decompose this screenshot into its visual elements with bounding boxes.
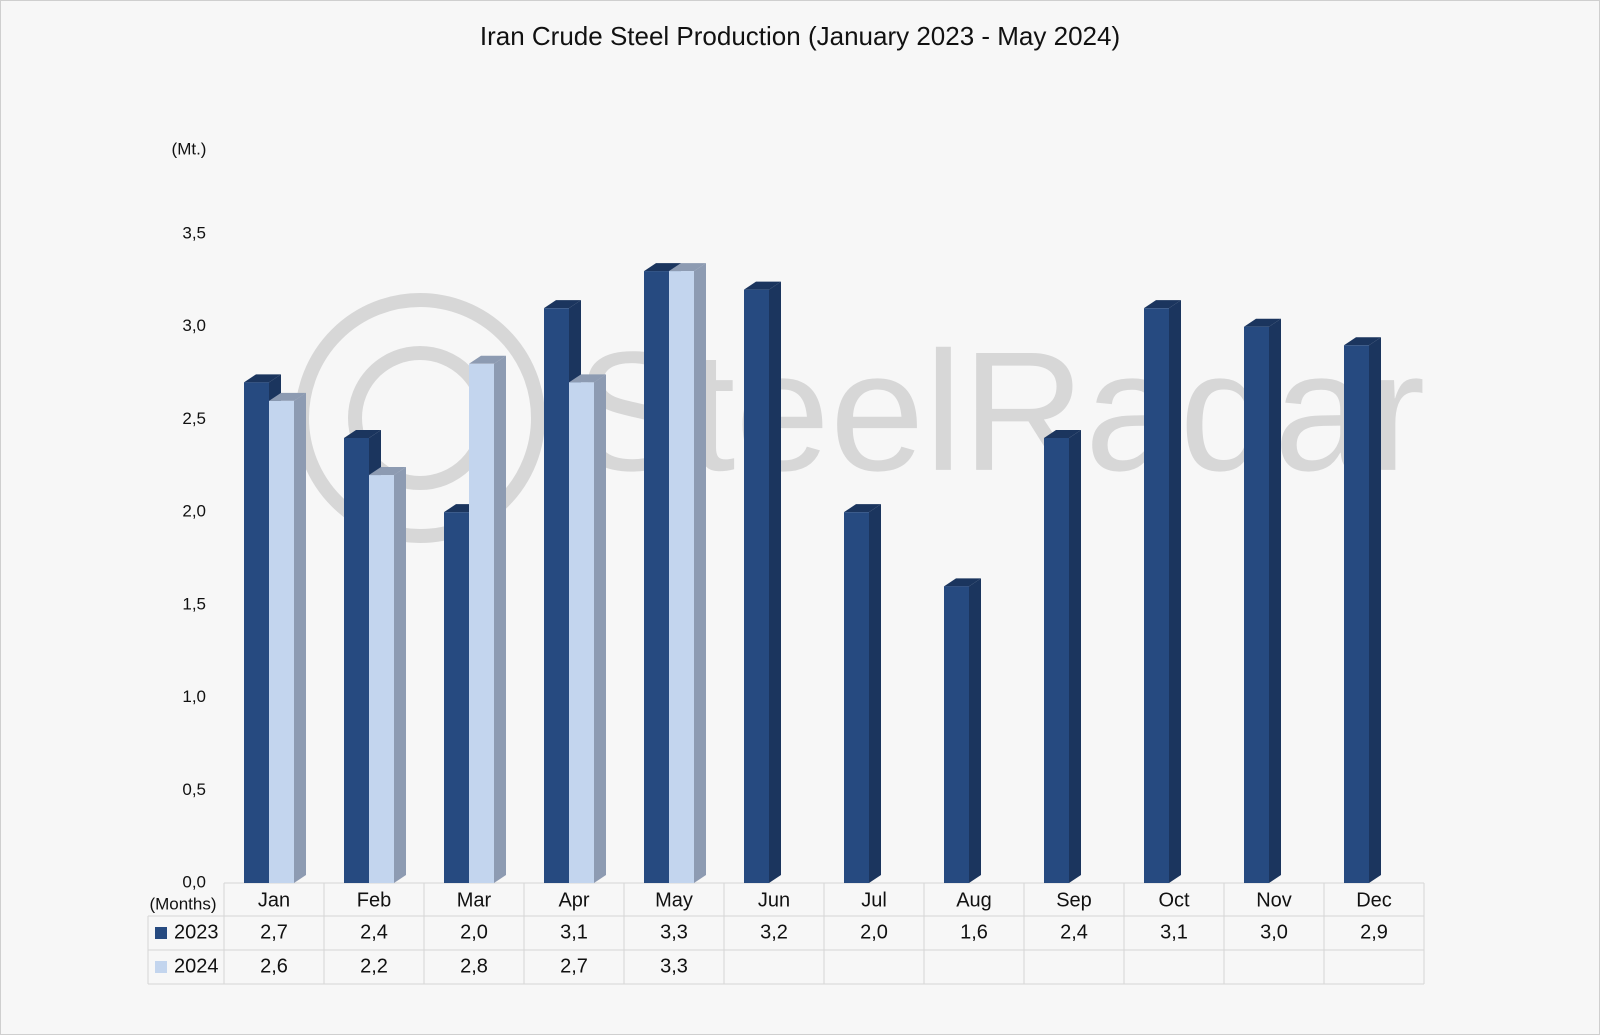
table-value: 3,2 — [760, 921, 788, 943]
bar-top — [469, 355, 506, 364]
bar-top — [1144, 300, 1181, 309]
table-value: 2,7 — [260, 921, 288, 943]
table-value: 2,2 — [360, 955, 388, 977]
table-value: 2,4 — [360, 921, 388, 943]
x-tick-label: Feb — [357, 889, 391, 911]
x-axis-label: (Months) — [149, 894, 216, 913]
table-value: 2,8 — [460, 955, 488, 977]
y-tick-label: 3,0 — [182, 316, 206, 335]
x-tick-label: Jan — [258, 889, 290, 911]
bar — [644, 271, 669, 884]
bar — [1244, 326, 1269, 883]
bar — [344, 437, 369, 883]
bar — [1044, 437, 1069, 883]
bar — [544, 308, 569, 884]
x-tick-label: Oct — [1158, 889, 1190, 911]
table-value: 2,7 — [560, 955, 588, 977]
bar-top — [1044, 429, 1081, 438]
table-value: 3,1 — [1160, 921, 1188, 943]
table-value: 1,6 — [960, 921, 988, 943]
bar — [844, 512, 869, 883]
x-tick-label: Sep — [1056, 889, 1092, 911]
bar-side — [969, 578, 981, 883]
bar — [744, 289, 769, 884]
x-tick-label: Apr — [558, 889, 589, 911]
bar-side — [694, 263, 706, 884]
y-tick-label: 0,0 — [182, 872, 206, 891]
bar-side — [1369, 337, 1381, 883]
watermark: SteelRadar — [575, 317, 1426, 507]
bar-top — [644, 263, 681, 272]
x-tick-label: Aug — [956, 889, 992, 911]
bar-side — [1169, 300, 1181, 884]
table-value: 2,9 — [1360, 921, 1388, 943]
y-axis-label: (Mt.) — [172, 139, 207, 158]
bar — [669, 271, 694, 884]
x-tick-label: May — [655, 889, 693, 911]
bar — [569, 382, 594, 883]
bar-top — [944, 578, 981, 587]
bar-side — [294, 392, 306, 883]
y-tick-label: 2,0 — [182, 502, 206, 521]
bar-side — [594, 374, 606, 883]
legend-swatch — [155, 961, 167, 973]
bar-top — [1344, 337, 1381, 346]
chart-title: Iran Crude Steel Production (January 202… — [480, 21, 1120, 51]
bar — [1144, 308, 1169, 884]
bar-top — [544, 300, 581, 309]
bar-side — [494, 355, 506, 883]
bar — [269, 400, 294, 883]
bar-top — [269, 392, 306, 401]
x-tick-label: Jul — [861, 889, 887, 911]
bar — [469, 363, 494, 883]
table-value: 2,0 — [460, 921, 488, 943]
bar-side — [394, 467, 406, 883]
table-value: 3,3 — [660, 955, 688, 977]
x-tick-label: Dec — [1356, 889, 1392, 911]
bar-top — [744, 281, 781, 290]
bar-top — [1244, 318, 1281, 327]
bar-top — [844, 504, 881, 513]
bar — [944, 586, 969, 883]
y-tick-label: 1,5 — [182, 594, 206, 613]
bar — [244, 382, 269, 883]
bar-top — [369, 467, 406, 476]
table-value: 2,4 — [1060, 921, 1088, 943]
bar-side — [1069, 429, 1081, 883]
table-value: 2,0 — [860, 921, 888, 943]
bar-side — [869, 504, 881, 883]
bar — [1344, 345, 1369, 883]
legend-swatch — [155, 927, 167, 939]
bar — [369, 475, 394, 883]
y-tick-label: 0,5 — [182, 780, 206, 799]
table-value: 3,1 — [560, 921, 588, 943]
y-tick-label: 3,5 — [182, 223, 206, 242]
legend-label: 2023 — [174, 921, 219, 943]
x-tick-label: Mar — [457, 889, 492, 911]
bar-side — [1269, 318, 1281, 883]
bar-top — [244, 374, 281, 383]
bar — [444, 512, 469, 883]
table-value: 3,0 — [1260, 921, 1288, 943]
x-tick-label: Jun — [758, 889, 790, 911]
x-tick-label: Nov — [1256, 889, 1292, 911]
table-value: 2,6 — [260, 955, 288, 977]
y-tick-label: 1,0 — [182, 687, 206, 706]
bar-top — [569, 374, 606, 383]
bar-side — [769, 281, 781, 884]
bar-top — [344, 429, 381, 438]
table-value: 3,3 — [660, 921, 688, 943]
legend-label: 2024 — [174, 955, 219, 977]
y-tick-label: 2,5 — [182, 409, 206, 428]
bar-top — [669, 263, 706, 272]
